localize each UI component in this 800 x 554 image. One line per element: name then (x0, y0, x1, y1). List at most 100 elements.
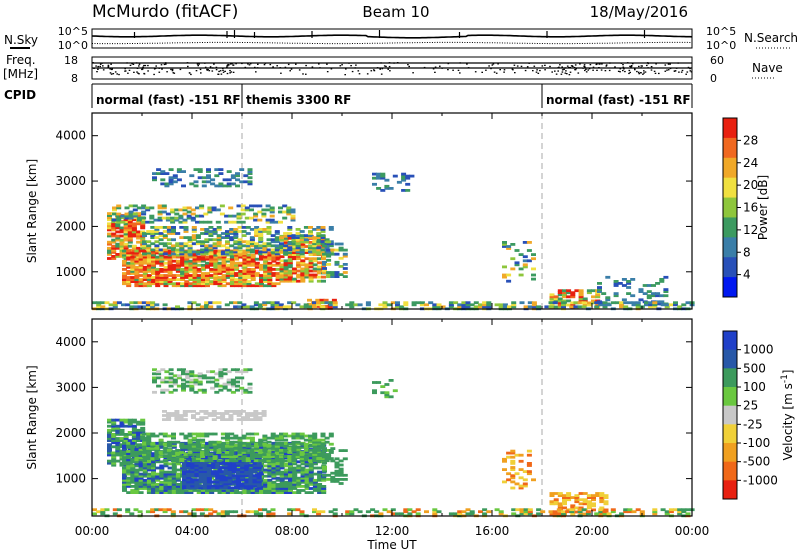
velocity-echo-cell (681, 510, 687, 514)
power-echo-cell (602, 301, 608, 305)
velocity-echo-cell (328, 434, 334, 438)
velocity-echo-cell (274, 449, 280, 452)
power-echo-cell (557, 293, 563, 297)
velocity-echo-cell (209, 446, 215, 449)
colorbar-segment (723, 197, 737, 218)
velocity-echo-cell (312, 485, 318, 488)
frequency-dot (605, 65, 608, 67)
power-echo-cell (127, 220, 133, 224)
power-echo-cell (261, 212, 267, 216)
velocity-echo-cell (191, 508, 197, 512)
power-echo-cell (208, 234, 214, 237)
velocity-echo-cell (138, 454, 144, 457)
power-echo-cell (586, 289, 592, 293)
power-echo-cell (204, 301, 210, 305)
velocity-echo-cell (395, 512, 400, 516)
power-echo-cell (167, 278, 173, 281)
velocity-echo-cell (249, 440, 255, 444)
velocity-echo-cell (248, 482, 254, 486)
power-echo-cell (287, 259, 293, 263)
velocity-echo-cell (134, 476, 140, 480)
power-echo-cell (184, 253, 190, 257)
velocity-echo-cell (220, 455, 226, 458)
power-echo-cell (274, 240, 280, 244)
power-echo-cell (514, 249, 520, 252)
power-echo-cell (168, 182, 174, 186)
velocity-echo-cell (223, 462, 229, 465)
velocity-echo-cell (227, 466, 233, 469)
power-echo-cell (270, 244, 276, 248)
frequency-dot (381, 68, 384, 70)
velocity-echo-cell (112, 508, 118, 512)
power-echo-cell (295, 244, 301, 248)
power-echo-cell (122, 263, 127, 267)
velocity-echo-cell (198, 478, 204, 482)
velocity-echo-cell (194, 462, 200, 465)
velocity-echo-cell (262, 459, 268, 463)
velocity-echo-cell (163, 474, 169, 478)
power-echo-cell (123, 232, 129, 236)
velocity-echo-cell (249, 444, 255, 448)
velocity-echo-cell (330, 478, 336, 481)
power-echo-cell (188, 255, 194, 259)
frequency-dot (452, 69, 454, 71)
frequency-dot (196, 63, 199, 65)
power-echo-cell (365, 303, 371, 307)
power-echo-cell (249, 240, 255, 244)
frequency-dot (667, 63, 670, 65)
power-echo-cell (234, 274, 240, 277)
velocity-echo-cell (582, 492, 588, 495)
power-echo-cell (138, 257, 144, 261)
velocity-echo-cell (523, 510, 529, 514)
power-echo-cell (300, 273, 306, 277)
velocity-echo-cell (158, 455, 164, 458)
velocity-echo-cell (380, 391, 386, 395)
power-echo-cell (382, 303, 388, 307)
power-echo-cell (308, 269, 314, 273)
velocity-echo-cell (196, 491, 202, 494)
colorbar-tick-label: 24 (743, 156, 758, 170)
velocity-echo-cell (249, 457, 255, 460)
velocity-echo-cell (606, 512, 612, 516)
frequency-dot (118, 73, 120, 76)
velocity-echo-cell (271, 441, 277, 445)
power-echo-cell (308, 263, 314, 267)
velocity-echo-cell (197, 380, 203, 384)
power-echo-cell (270, 250, 276, 254)
power-echo-cell (234, 268, 240, 271)
velocity-echo-cell (296, 478, 302, 482)
velocity-echo-cell (151, 485, 156, 488)
velocity-echo-cell (482, 508, 488, 512)
power-echo-cell (250, 276, 256, 279)
frequency-dot (385, 65, 387, 68)
velocity-echo-cell (189, 386, 195, 390)
power-echo-cell (246, 280, 252, 283)
velocity-echo-cell (330, 447, 336, 450)
velocity-echo-cell (316, 440, 322, 444)
power-echo-cell (116, 204, 122, 208)
frequency-dot (629, 65, 631, 67)
power-echo-cell (266, 232, 272, 235)
power-echo-cell (126, 253, 132, 257)
power-echo-cell (238, 270, 244, 273)
power-echo-cell (338, 246, 344, 250)
power-echo-cell (570, 293, 576, 297)
frequency-dot (513, 64, 516, 66)
power-echo-cell (212, 301, 218, 305)
velocity-echo-cell (107, 451, 112, 455)
power-echo-cell (263, 278, 269, 281)
velocity-echo-cell (122, 456, 127, 460)
velocity-echo-cell (303, 442, 309, 446)
velocity-echo-cell (167, 466, 173, 470)
velocity-echo-cell (308, 462, 314, 466)
velocity-echo-cell (237, 436, 243, 440)
frequency-dot (664, 70, 667, 72)
velocity-echo-cell (182, 459, 187, 463)
power-echo-cell (258, 250, 264, 254)
power-echo-cell (208, 238, 214, 242)
power-echo-cell (266, 228, 272, 231)
velocity-echo-cell (202, 455, 208, 459)
velocity-echo-cell (599, 500, 605, 504)
velocity-echo-cell (253, 512, 259, 516)
power-echo-cell (171, 232, 176, 235)
